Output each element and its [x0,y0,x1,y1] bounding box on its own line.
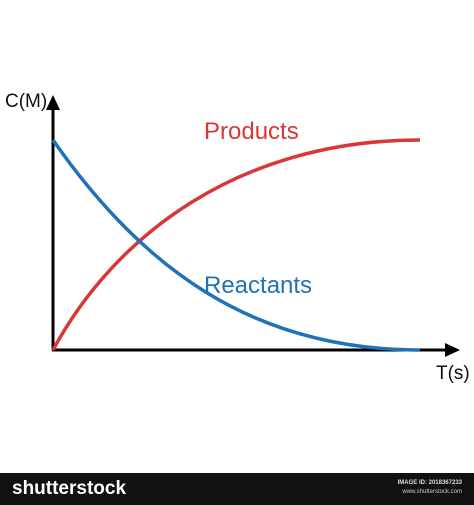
logo: shutterstock [12,478,127,499]
image-id: IMAGE ID: 2018367233 [397,480,462,486]
y-axis-label: C(M) [5,91,47,112]
diagram: C(M) T(s) Products Reactants [5,91,470,384]
x-axis-label: T(s) [436,363,470,384]
footer: shutterstock IMAGE ID: 2018367233 www.sh… [0,473,474,505]
site-url: www.shutterstock.com [402,489,462,495]
x-axis-arrow [445,343,460,357]
products-label: Products [204,118,299,145]
reactants-curve [51,138,421,352]
products-curve [51,138,421,351]
reactants-label: Reactants [204,272,312,299]
y-axis-arrow [46,95,60,110]
